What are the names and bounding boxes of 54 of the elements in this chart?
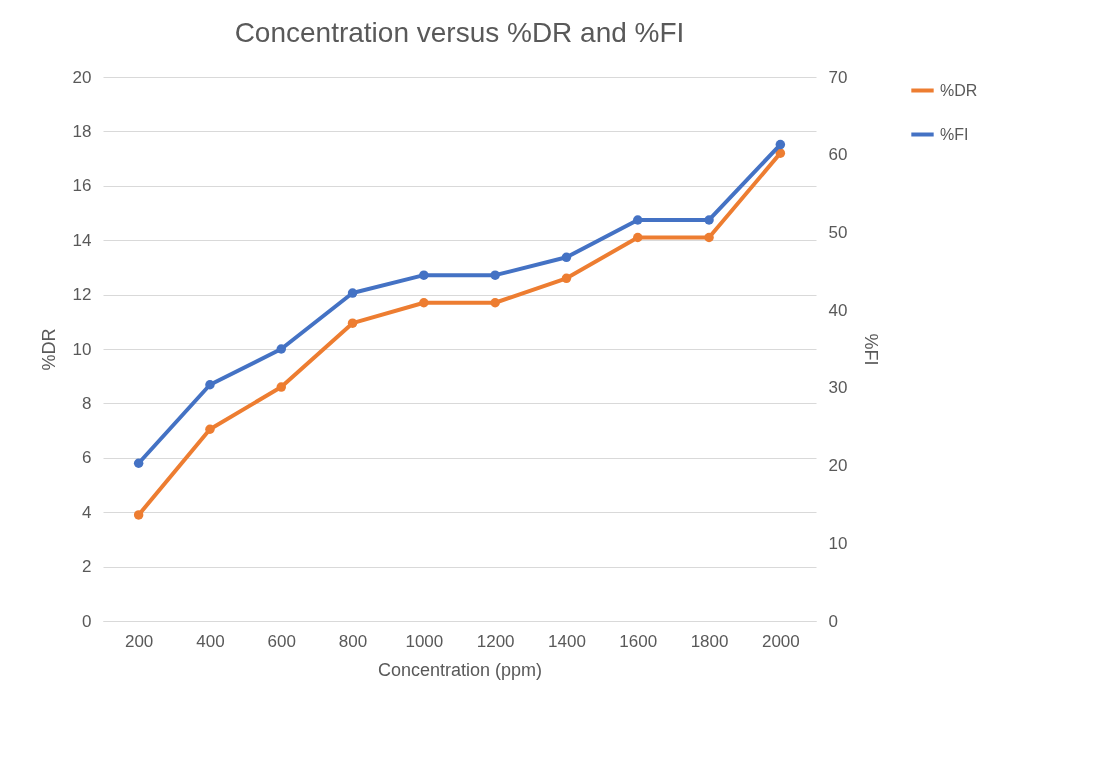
y2-tick-label: 60: [828, 145, 848, 165]
y-tick-label: 0: [82, 611, 92, 631]
point: [133, 510, 144, 520]
point: [775, 139, 786, 150]
x-tick-label: 1000: [405, 631, 444, 651]
point: [490, 298, 500, 308]
x-tick-label: 200: [124, 631, 154, 651]
point: [704, 232, 714, 243]
point: [490, 270, 500, 280]
point: [633, 232, 643, 243]
y-tick-label: 4: [82, 502, 92, 522]
point: [276, 344, 286, 354]
y2-tick-label: 10: [828, 533, 848, 553]
y2-tick-label: 30: [828, 378, 848, 398]
x-tick-label: 1800: [690, 631, 729, 651]
point: [561, 252, 572, 263]
point: [704, 215, 714, 225]
y2-tick-label: 40: [828, 300, 848, 320]
point: [347, 288, 358, 298]
x-tick-label: 600: [267, 631, 296, 651]
y2-axis-title: %FI: [861, 333, 882, 366]
y2-tick-label: 0: [828, 611, 838, 631]
legend-label: %FI: [940, 125, 969, 143]
y-tick-label: 10: [72, 339, 92, 359]
y2-tick-label: 20: [828, 456, 848, 476]
y-tick-label: 14: [72, 230, 92, 250]
chart-title: Concentration versus %DR and %FI: [234, 17, 685, 48]
legend-label: %DR: [940, 81, 978, 99]
y2-tick-label: 70: [828, 67, 848, 87]
x-tick-label: 400: [196, 631, 225, 651]
y-tick-label: 12: [72, 285, 92, 305]
y2-tick-label: 50: [828, 222, 848, 242]
point: [347, 318, 358, 328]
point: [276, 382, 286, 392]
point: [633, 215, 643, 225]
point: [205, 424, 215, 434]
y-axis-title: %DR: [38, 328, 59, 371]
y-tick-label: 2: [82, 557, 92, 577]
y-tick-label: 18: [72, 121, 92, 141]
point: [561, 273, 572, 284]
y-tick-label: 6: [82, 448, 92, 468]
point: [419, 298, 429, 308]
point: [419, 270, 429, 280]
y-tick-label: 16: [72, 176, 92, 196]
y-tick-label: 8: [82, 393, 92, 413]
x-axis-title: Concentration (ppm): [377, 659, 543, 680]
x-tick-label: 2000: [761, 631, 800, 651]
x-tick-label: 1400: [548, 631, 586, 651]
x-tick-label: 1600: [619, 631, 658, 651]
point: [205, 380, 215, 390]
point: [133, 458, 144, 468]
y-tick-label: 20: [72, 67, 92, 87]
x-tick-label: 800: [338, 631, 368, 651]
x-tick-label: 1200: [476, 631, 515, 651]
